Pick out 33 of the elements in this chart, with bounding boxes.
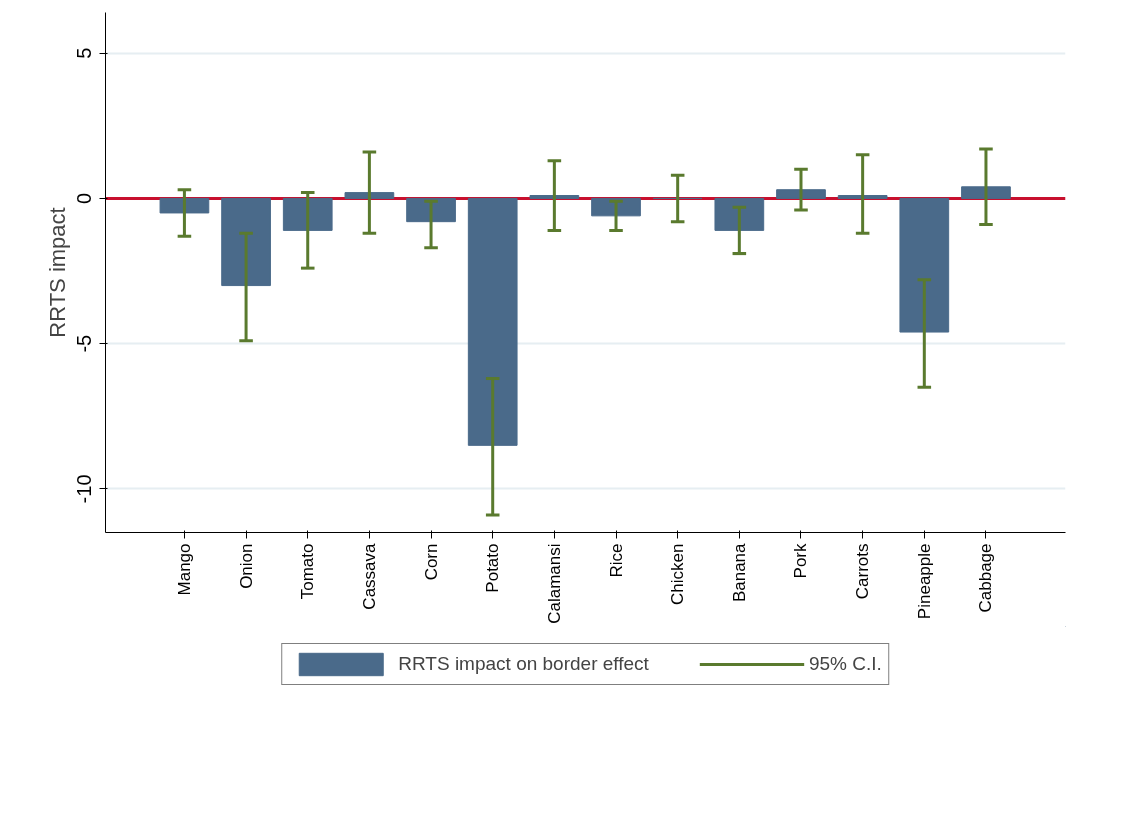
bar — [344, 192, 395, 199]
bar — [282, 197, 333, 231]
bar — [714, 197, 765, 231]
bar — [776, 189, 826, 199]
bar — [899, 197, 950, 333]
bar — [961, 186, 1011, 199]
y-tick-label: 0 — [73, 192, 96, 204]
text: 95% C.I. — [808, 652, 882, 675]
bar — [529, 195, 580, 199]
x-tick-label: Chicken — [668, 543, 688, 605]
x-tick-label: Carrots — [853, 543, 873, 600]
bar — [837, 195, 888, 199]
x-tick-label: Tomato — [298, 543, 318, 600]
x-tick-label: Rice — [606, 543, 626, 578]
bar — [221, 197, 271, 287]
x-tick-label: Mango — [174, 543, 194, 596]
bar — [159, 197, 210, 214]
y-axis-title: RRTS impact — [44, 207, 70, 338]
x-tick-label: Corn — [421, 543, 441, 581]
x-tick-label: Onion — [236, 543, 256, 589]
y-tick-label: 5 — [73, 47, 96, 59]
x-tick-label: Cassava — [359, 542, 379, 610]
x-tick-label: Pineapple — [914, 543, 934, 620]
bar — [406, 197, 456, 223]
x-tick-label: Calamansi — [544, 543, 564, 624]
bar — [467, 197, 518, 446]
x-tick-label: Cabbage — [976, 543, 996, 613]
y-tick-label: -10 — [73, 474, 96, 504]
x-tick-label: Banana — [729, 542, 749, 603]
y-tick-label: -5 — [73, 334, 96, 353]
legend-label: RRTS impact on border effect — [398, 652, 649, 675]
x-tick-label: Potato — [483, 543, 503, 593]
x-tick-label: Pork — [791, 543, 811, 579]
